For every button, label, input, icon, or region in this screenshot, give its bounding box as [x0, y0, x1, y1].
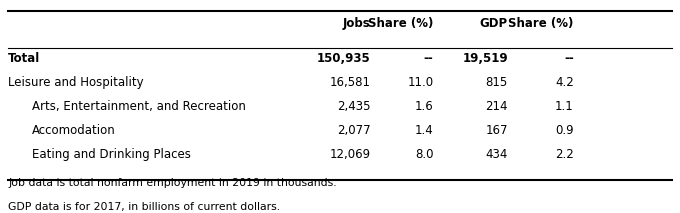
Text: Arts, Entertainment, and Recreation: Arts, Entertainment, and Recreation	[32, 100, 245, 113]
Text: 1.1: 1.1	[555, 100, 574, 113]
Text: 2,077: 2,077	[337, 124, 371, 137]
Text: 19,519: 19,519	[462, 52, 508, 65]
Text: 2.2: 2.2	[555, 148, 574, 161]
Text: Eating and Drinking Places: Eating and Drinking Places	[32, 148, 190, 161]
Text: 2,435: 2,435	[337, 100, 371, 113]
Text: 11.0: 11.0	[407, 76, 433, 89]
Text: 167: 167	[486, 124, 508, 137]
Text: 1.4: 1.4	[415, 124, 433, 137]
Text: Jobs: Jobs	[343, 17, 371, 30]
Text: Leisure and Hospitality: Leisure and Hospitality	[8, 76, 143, 89]
Text: 4.2: 4.2	[555, 76, 574, 89]
Text: 16,581: 16,581	[330, 76, 371, 89]
Text: Total: Total	[8, 52, 40, 65]
Text: 815: 815	[486, 76, 508, 89]
Text: GDP: GDP	[480, 17, 508, 30]
Text: 214: 214	[486, 100, 508, 113]
Text: Job data is total nonfarm employment in 2019 in thousands.: Job data is total nonfarm employment in …	[8, 178, 337, 188]
Text: GDP data is for 2017, in billions of current dollars.: GDP data is for 2017, in billions of cur…	[8, 202, 280, 212]
Text: --: --	[424, 52, 433, 65]
Text: 8.0: 8.0	[415, 148, 433, 161]
Text: --: --	[564, 52, 574, 65]
Text: 150,935: 150,935	[317, 52, 371, 65]
Text: Share (%): Share (%)	[368, 17, 433, 30]
Text: 0.9: 0.9	[555, 124, 574, 137]
Text: 12,069: 12,069	[329, 148, 371, 161]
Text: Accomodation: Accomodation	[32, 124, 116, 137]
Text: Share (%): Share (%)	[508, 17, 574, 30]
Text: 1.6: 1.6	[415, 100, 433, 113]
Text: 434: 434	[486, 148, 508, 161]
